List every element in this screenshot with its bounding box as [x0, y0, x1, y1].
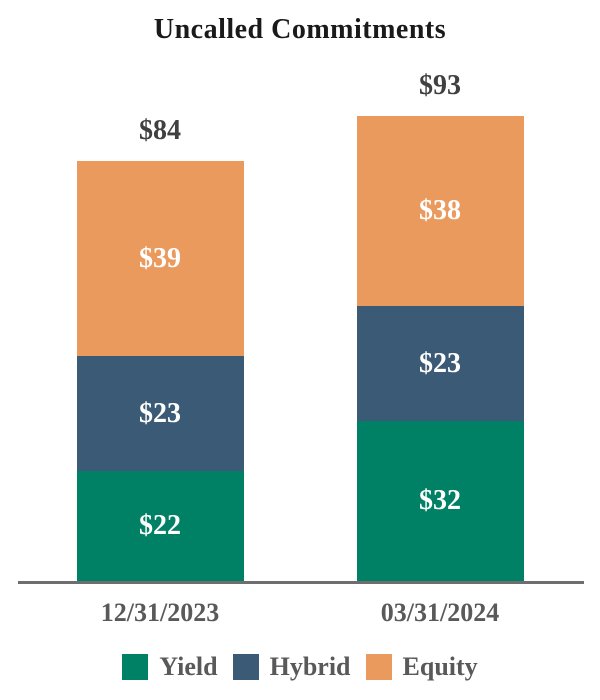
- legend-swatch: [365, 654, 392, 680]
- bar-total-label: $84: [139, 115, 181, 146]
- segment-value-label: $22: [139, 510, 181, 541]
- bar-segment-equity: $39: [76, 161, 244, 356]
- bar-total-label: $93: [419, 70, 461, 101]
- legend-swatch: [232, 654, 259, 680]
- legend-item-yield: Yield: [122, 651, 218, 683]
- stacked-bar: $39 $23 $22: [76, 161, 244, 581]
- segment-value-label: $38: [419, 195, 461, 226]
- legend-item-equity: Equity: [365, 651, 478, 683]
- segment-value-label: $39: [139, 242, 181, 274]
- legend-label: Equity: [402, 652, 478, 681]
- chart-title: Uncalled Commitments: [153, 14, 447, 45]
- bar-segment-hybrid: $23: [76, 356, 244, 471]
- x-axis-line: [18, 581, 584, 584]
- segment-value-label: $23: [139, 397, 181, 429]
- bar-segment-hybrid: $23: [356, 306, 524, 421]
- segment-value-label: $23: [419, 347, 461, 379]
- bar-segment-yield: $32: [356, 421, 524, 581]
- bar-segment-yield: $22: [76, 471, 244, 581]
- bar-segment-equity: $38: [356, 116, 524, 306]
- segment-value-label: $32: [419, 485, 461, 516]
- legend-label: Hybrid: [269, 652, 351, 681]
- legend-swatch: [122, 654, 149, 680]
- stacked-bar: $38 $23 $32: [356, 116, 524, 581]
- legend-label: Yield: [159, 652, 218, 681]
- x-axis-label: 03/31/2024: [380, 598, 500, 627]
- legend: Yield Hybrid Equity: [0, 651, 600, 683]
- x-axis-label: 12/31/2023: [100, 598, 220, 627]
- legend-item-hybrid: Hybrid: [232, 651, 351, 683]
